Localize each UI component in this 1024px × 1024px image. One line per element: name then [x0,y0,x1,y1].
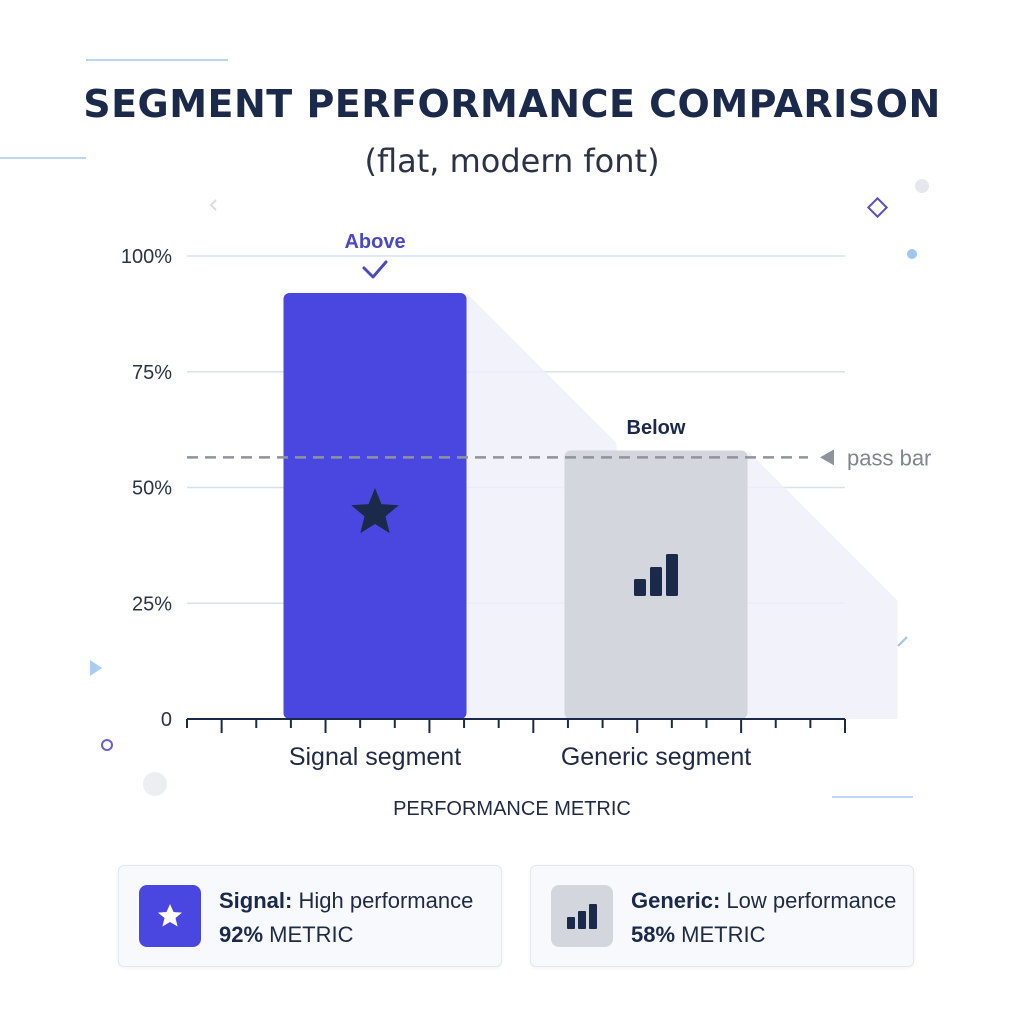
decor-triangle [90,660,102,676]
legend-description: Low performance [726,888,897,913]
annotation-below: Below [627,417,686,439]
pass-bar-arrow-icon [820,449,834,466]
x-category-label: Signal segment [289,743,461,771]
y-tick-label: 0 [161,709,172,731]
legend-unit: METRIC [681,922,766,947]
decor-line [897,636,908,647]
y-tick-label: 100% [121,246,172,268]
star-icon [351,488,399,534]
bar-chart-icon [634,579,646,596]
x-category-label: Generic segment [561,743,751,771]
legend-description: High performance [298,888,474,913]
y-tick-label: 75% [132,362,172,384]
decor-chevron [209,199,217,211]
legend-card-signal: Signal: High performance 92% METRIC [118,865,502,967]
x-axis-title: PERFORMANCE METRIC [393,798,631,820]
check-icon [362,260,388,279]
bar-chart-icon [650,567,662,596]
legend-value: 92% [219,922,264,947]
annotation-above: Above [344,231,405,253]
chart-title: SEGMENT PERFORMANCE COMPARISON [83,82,941,126]
pass-bar-label: pass bar [847,445,931,470]
decor-dot [143,772,167,796]
y-tick-label: 50% [132,478,172,500]
star-icon [139,885,201,947]
bar-chart-icon [551,885,613,947]
chart-subtitle: (flat, modern font) [364,142,660,180]
decor-diamond [866,196,889,219]
legend-text-generic: Generic: Low performance 58% METRIC [631,888,897,947]
legend-value: 58% [631,922,676,947]
legend-unit: METRIC [269,922,354,947]
legend-text-signal: Signal: High performance 92% METRIC [219,888,474,947]
decor-dot [907,249,917,259]
decor-dot [915,179,929,193]
decor-ring [101,739,113,751]
bar-shadow [747,450,898,719]
legend-name: Signal [219,888,286,913]
legend-name: Generic [631,888,713,913]
bar-chart-icon [666,554,678,596]
y-tick-label: 25% [132,593,172,615]
legend-card-generic: Generic: Low performance 58% METRIC [530,865,914,967]
